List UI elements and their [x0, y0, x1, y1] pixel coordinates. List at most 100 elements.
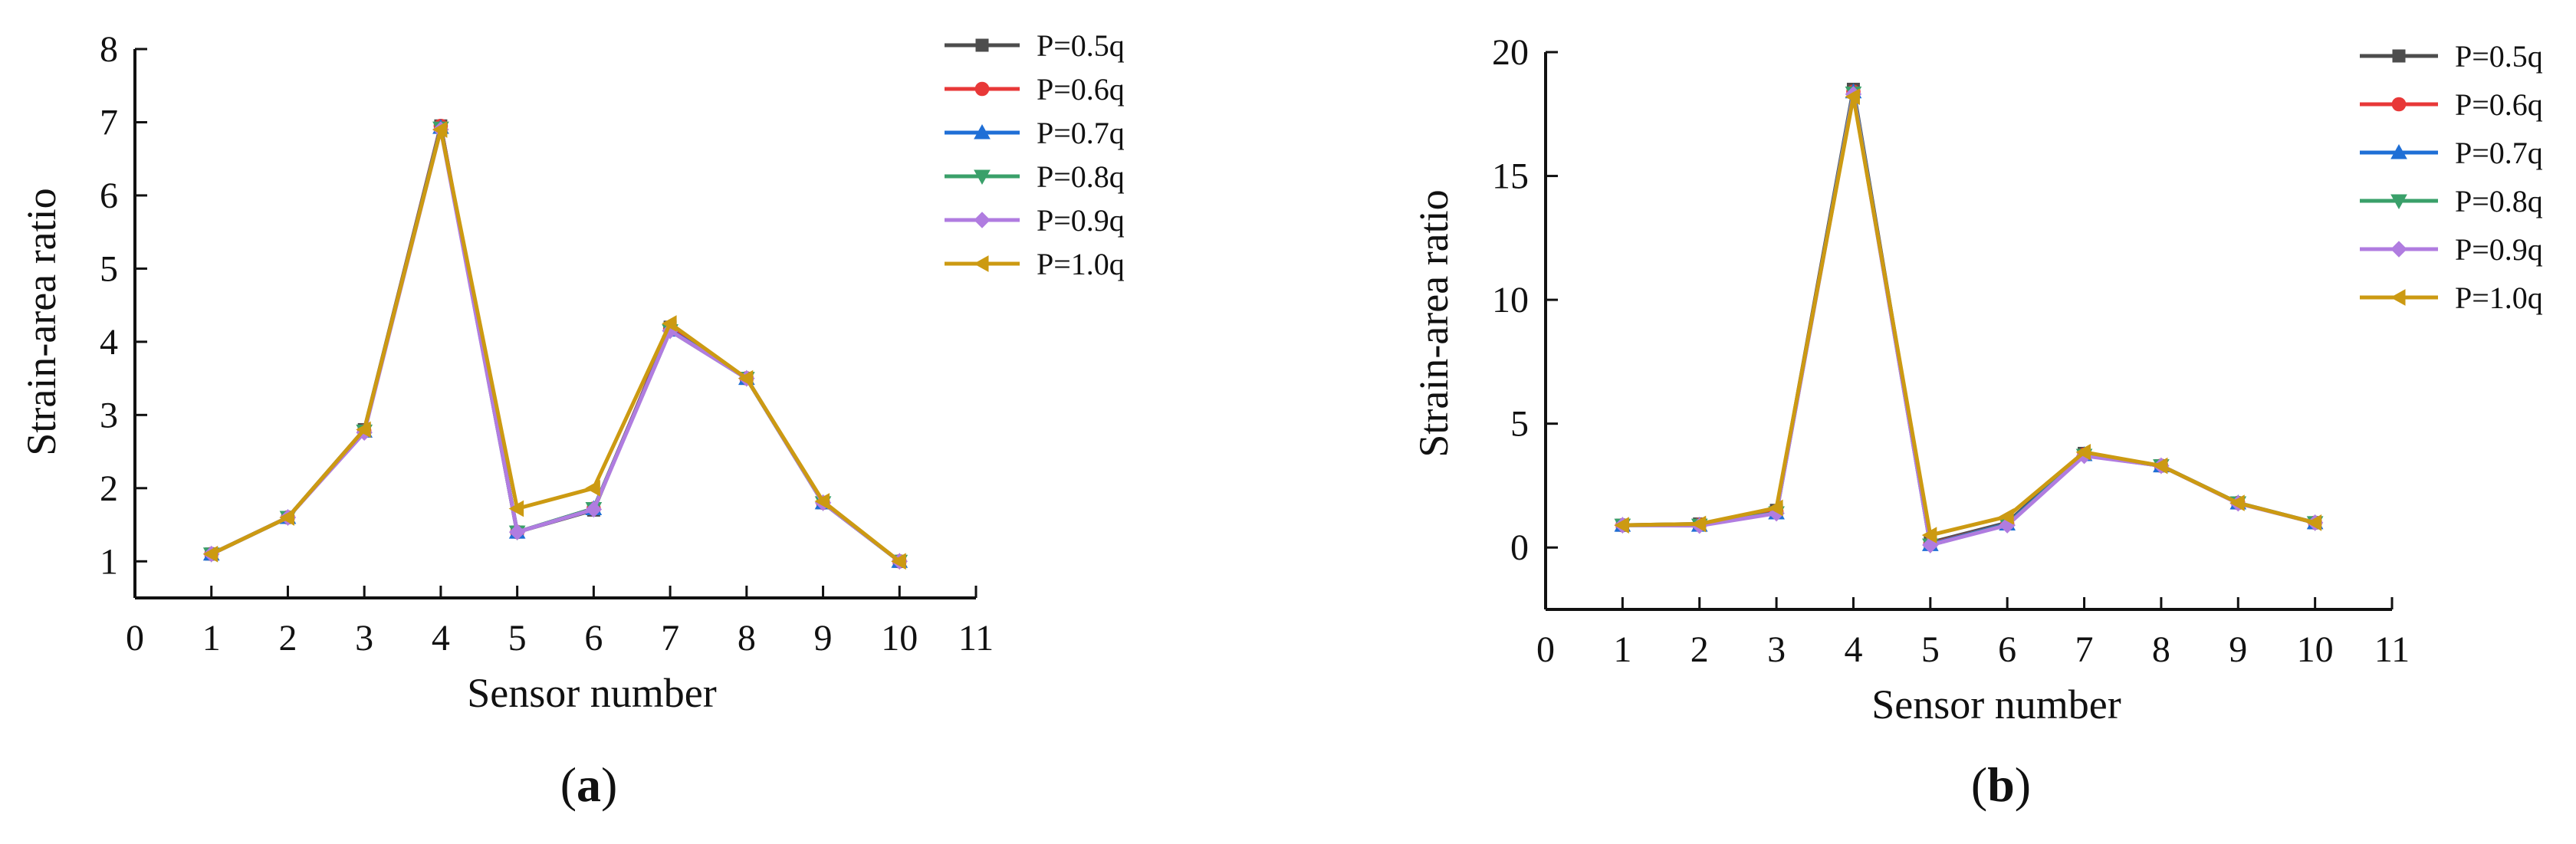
panel-b-caption-letter: b	[1987, 757, 2015, 812]
panel-a-legend-item: P=0.8q	[945, 159, 1125, 194]
panel-b-series-5	[1614, 86, 2324, 553]
panel-a-x-tick-label: 7	[661, 618, 679, 658]
legend-marker-icon	[974, 212, 991, 228]
panel-b-caption: (b)	[1971, 757, 2031, 812]
panel-b-x-tick-label: 11	[2374, 629, 2410, 670]
panel-b-x-tick-label: 3	[1767, 629, 1786, 670]
panel-a-caption: (a)	[560, 757, 618, 812]
legend-label: P=0.7q	[2455, 136, 2543, 170]
panel-a-x-tick-label: 9	[814, 618, 833, 658]
panel-b-x-tick-label: 0	[1536, 629, 1555, 670]
panel-a-y-tick-label: 4	[100, 322, 118, 363]
panel-a-legend: P=0.5q P=0.6q P=0.7q P=0.8q P=0.9q P=1.0q	[945, 28, 1125, 281]
panel-b-series-2	[1615, 84, 2322, 551]
panel-b-legend-item: P=0.9q	[2360, 232, 2543, 267]
panel-a-x-tick-label: 6	[584, 618, 603, 658]
panel-b-series-line	[1622, 90, 2316, 547]
panel-a-caption-open: (	[560, 757, 577, 812]
legend-label: P=0.6q	[1037, 72, 1125, 107]
panel-a-x-tick-label: 0	[126, 618, 144, 658]
panel-a-data-point	[891, 553, 906, 570]
panel-b-data-point	[2229, 494, 2245, 511]
panel-a-xlabel: Sensor number	[467, 670, 716, 716]
panel-b-series-line	[1622, 90, 2316, 546]
legend-label: P=0.9q	[1037, 203, 1125, 238]
panel-b-data-point	[1921, 527, 1937, 544]
panel-a-legend-item: P=0.6q	[945, 72, 1125, 107]
panel-a-y-tick-label: 8	[100, 29, 118, 70]
panel-b-caption-open: (	[1971, 757, 1987, 812]
legend-marker-icon	[2390, 143, 2407, 159]
panel-a-series-2	[204, 118, 907, 569]
panel-b-x-tick-label: 6	[1998, 629, 2016, 670]
legend-marker-icon	[2390, 241, 2407, 258]
panel-a-series-4	[202, 121, 909, 570]
legend-marker-icon	[975, 38, 989, 52]
panel-b-data-point	[2152, 457, 2168, 475]
legend-label: P=0.7q	[1037, 116, 1125, 150]
panel-a-caption-close: )	[601, 757, 617, 812]
panel-b-ylabel: Strain-area ratio	[1411, 189, 1457, 457]
panel-b-xlabel: Sensor number	[1871, 681, 2121, 727]
panel-b-data-point	[2306, 514, 2322, 531]
panel-b-legend-item: P=0.7q	[2360, 136, 2543, 170]
panel-b-series-6	[1614, 88, 2322, 544]
panel-a-data-point	[738, 369, 754, 387]
panel-a-data-point	[662, 315, 677, 332]
panel-b-legend-item: P=0.8q	[2360, 184, 2543, 218]
panel-a-x-tick-label: 4	[432, 618, 450, 658]
legend-label: P=1.0q	[2455, 281, 2543, 315]
legend-label: P=0.5q	[1037, 28, 1125, 63]
panel-a-series-line	[210, 123, 901, 563]
panel-a-legend-item: P=0.9q	[945, 203, 1125, 238]
panel-b-x-tick-label: 7	[2075, 629, 2094, 670]
panel-b-data-point	[2075, 443, 2091, 461]
legend-marker-icon	[2390, 289, 2406, 306]
panel-b-y-tick-label: 5	[1510, 404, 1529, 445]
panel-a-x-tick-label: 11	[958, 618, 994, 658]
panel-b-series-line	[1622, 90, 2316, 547]
panel-a-data-point	[279, 509, 294, 526]
panel-b-x-tick-label: 9	[2229, 629, 2247, 670]
panel-a-legend-item: P=0.7q	[945, 116, 1125, 150]
panel-b-legend: P=0.5q P=0.6q P=0.7q P=0.8q P=0.9q P=1.0q	[2360, 39, 2543, 315]
legend-label: P=0.6q	[2455, 87, 2543, 122]
panel-b-data-point	[1845, 88, 1860, 106]
panel-a-series-line	[210, 125, 901, 563]
legend-label: P=1.0q	[1037, 247, 1125, 281]
panel-b-series-4	[1614, 86, 2324, 554]
panel-b-legend-item: P=0.6q	[2360, 87, 2543, 122]
panel-b-x-tick-label: 2	[1691, 629, 1709, 670]
panel-b-series-1	[1615, 82, 2322, 550]
panel-b-legend-item: P=0.5q	[2360, 39, 2543, 74]
panel-b-data-point	[1999, 507, 2014, 525]
legend-marker-icon	[2392, 49, 2406, 63]
panel-b-series-3	[1614, 83, 2324, 551]
panel-a-series-5	[203, 121, 908, 570]
panel-b-y-tick-label: 20	[1492, 32, 1529, 73]
panel-a-data-point	[508, 524, 526, 540]
panel-a-caption-letter: a	[577, 757, 601, 812]
panel-b-y-tick-label: 10	[1492, 280, 1529, 320]
panel-b-y-tick-label: 15	[1492, 156, 1529, 197]
panel-b-series-line	[1622, 94, 2316, 537]
panel-a-data-point	[356, 421, 371, 438]
panel-a-data-point	[508, 500, 524, 517]
panel-a-data-point	[202, 545, 219, 563]
panel-a-legend-item: P=0.5q	[945, 28, 1125, 63]
panel-b-x-tick-label: 4	[1844, 629, 1862, 670]
panel-a-x-tick-label: 5	[508, 618, 527, 658]
panel-a-y-tick-label: 1	[100, 541, 118, 582]
legend-label: P=0.8q	[1037, 159, 1125, 194]
panel-b-series-line	[1622, 87, 2316, 545]
legend-marker-icon	[973, 255, 989, 272]
panel-b-x-tick-label: 1	[1613, 629, 1631, 670]
panel-a-legend-item: P=1.0q	[945, 247, 1125, 281]
panel-a-y-tick-label: 5	[100, 248, 118, 289]
panel-a-x-tick-label: 8	[738, 618, 756, 658]
panel-a-data-point	[585, 479, 600, 497]
panel-a-series-line	[210, 123, 901, 563]
